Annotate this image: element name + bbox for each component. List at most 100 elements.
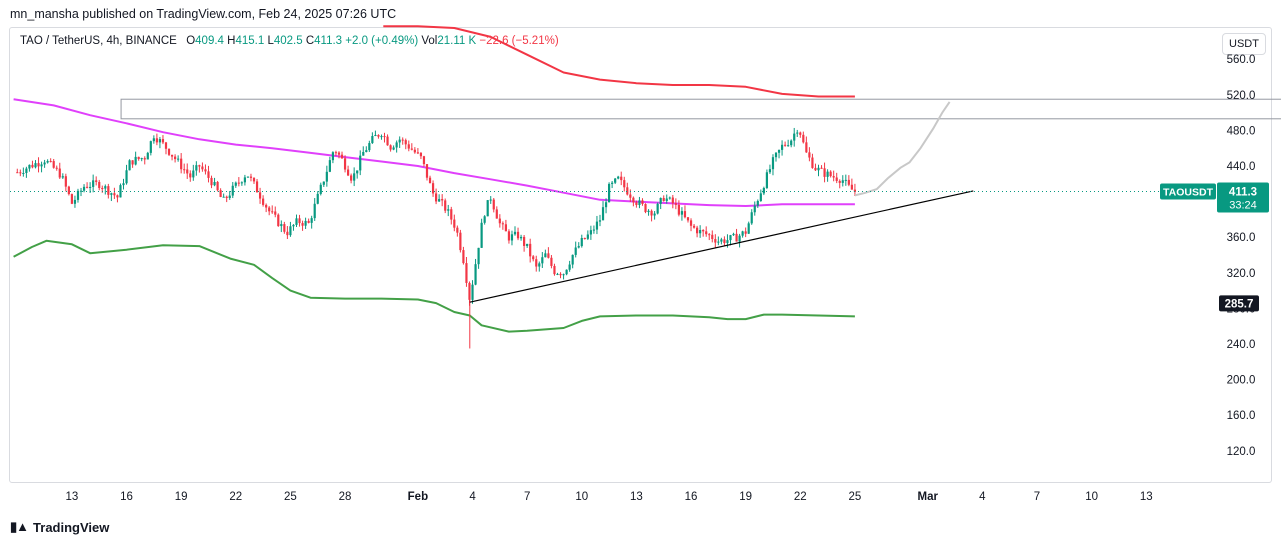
candle-body bbox=[383, 136, 386, 138]
candle-body bbox=[516, 231, 520, 239]
x-tick-label: 16 bbox=[120, 491, 133, 503]
candle-body bbox=[98, 181, 101, 189]
candle-body bbox=[629, 194, 632, 198]
candle-body bbox=[52, 161, 55, 168]
candle-body bbox=[586, 234, 589, 239]
candle-body bbox=[726, 240, 729, 244]
candle-body bbox=[756, 200, 759, 206]
candle-body bbox=[152, 138, 155, 142]
candle-body bbox=[835, 177, 838, 181]
candle-body bbox=[820, 167, 823, 169]
candle-body bbox=[799, 132, 802, 135]
candle-body bbox=[826, 171, 829, 177]
candle-body bbox=[25, 168, 28, 173]
candle-body bbox=[389, 145, 392, 150]
x-tick-label: 22 bbox=[794, 491, 807, 503]
candle-body bbox=[356, 170, 359, 174]
candle-body bbox=[653, 213, 656, 216]
x-tick-label: 7 bbox=[524, 491, 530, 503]
candle-body bbox=[847, 179, 850, 185]
tradingview-footer[interactable]: ▮▲ TradingView bbox=[10, 519, 109, 535]
candle-body bbox=[462, 250, 465, 264]
candle-body bbox=[519, 236, 523, 239]
candle-body bbox=[689, 220, 693, 226]
symbol-name[interactable]: TAO / TetherUS, 4h, BINANCE bbox=[20, 35, 177, 47]
candle-body bbox=[289, 226, 292, 236]
candle-body bbox=[155, 138, 158, 143]
candle-body bbox=[252, 177, 256, 182]
candle-body bbox=[547, 253, 550, 258]
candle-body bbox=[495, 209, 498, 219]
candle-body bbox=[428, 177, 432, 184]
candle-body bbox=[79, 190, 83, 192]
candle-body bbox=[544, 253, 547, 258]
candle-body bbox=[431, 183, 435, 194]
candle-body bbox=[805, 142, 808, 153]
candle-body bbox=[410, 148, 413, 150]
candle-body bbox=[249, 176, 253, 178]
candle-body bbox=[589, 230, 592, 235]
candle-body bbox=[498, 218, 501, 224]
candle-body bbox=[471, 284, 474, 300]
footer-brand: TradingView bbox=[33, 519, 110, 535]
candle-body bbox=[101, 188, 104, 190]
candle-body bbox=[337, 152, 341, 155]
candle-body bbox=[255, 181, 259, 193]
candle-body bbox=[592, 229, 596, 231]
candle-body bbox=[183, 169, 186, 171]
candle-body bbox=[559, 273, 562, 276]
candle-body bbox=[435, 193, 438, 202]
candle-body bbox=[459, 232, 462, 251]
candle-body bbox=[73, 199, 77, 204]
candle-body bbox=[641, 200, 644, 204]
candle-body bbox=[319, 184, 322, 194]
candle-body bbox=[541, 257, 544, 264]
candle-body bbox=[832, 176, 835, 178]
candle-body bbox=[526, 243, 529, 246]
x-tick-label: 10 bbox=[575, 491, 588, 503]
candle-body bbox=[307, 220, 310, 223]
candle-body bbox=[492, 199, 495, 210]
symbol-legend: TAO / TetherUS, 4h, BINANCE O409.4 H415.… bbox=[20, 35, 559, 47]
candle-body bbox=[234, 182, 237, 186]
candle-body bbox=[720, 239, 723, 242]
candle-body bbox=[692, 225, 696, 228]
candle-body bbox=[841, 180, 844, 183]
currency-unit-button[interactable]: USDT bbox=[1222, 33, 1266, 55]
candle-body bbox=[753, 205, 756, 213]
candle-body bbox=[486, 200, 489, 217]
candle-body bbox=[274, 211, 277, 215]
close-label: C bbox=[305, 35, 315, 47]
publish-caption: mn_mansha published on TradingView.com, … bbox=[10, 7, 397, 21]
candle-body bbox=[814, 167, 817, 171]
current-price-label: 411.3 bbox=[1229, 187, 1257, 199]
candle-body bbox=[310, 218, 313, 223]
middle-band-line bbox=[13, 98, 855, 207]
candle-body bbox=[189, 173, 192, 178]
candle-body bbox=[277, 214, 280, 227]
candle-body bbox=[31, 164, 34, 168]
candle-body bbox=[180, 158, 183, 170]
candle-body bbox=[368, 143, 371, 151]
candle-body bbox=[331, 152, 335, 161]
candle-body bbox=[346, 169, 350, 176]
candle-body bbox=[43, 162, 46, 165]
candle-body bbox=[550, 257, 553, 266]
candle-body bbox=[735, 233, 738, 242]
candle-body bbox=[729, 235, 732, 241]
candle-body bbox=[371, 136, 374, 144]
candle-body bbox=[620, 176, 623, 181]
candle-body bbox=[850, 184, 853, 190]
candle-body bbox=[40, 164, 43, 167]
candle-body bbox=[532, 256, 535, 260]
y-tick-label: 120.0 bbox=[1227, 446, 1256, 458]
candle-body bbox=[283, 224, 286, 232]
candle-body bbox=[322, 181, 325, 185]
x-tick-label: 16 bbox=[685, 491, 698, 503]
candle-body bbox=[762, 187, 765, 194]
candle-body bbox=[377, 134, 380, 137]
candle-body bbox=[240, 182, 243, 184]
y-tick-label: 160.0 bbox=[1227, 410, 1256, 422]
candle-body bbox=[583, 237, 586, 239]
